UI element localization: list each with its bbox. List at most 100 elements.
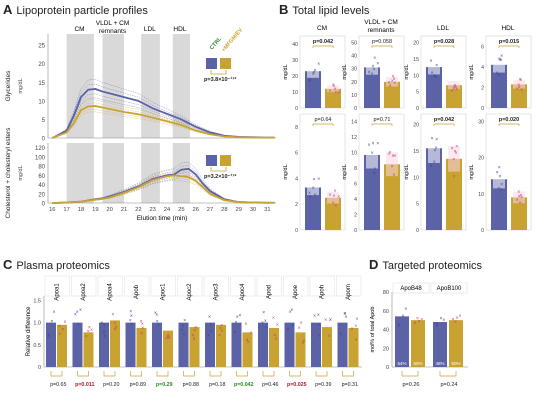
- data-point: ×: [312, 72, 315, 78]
- b-y-tick: 30: [478, 119, 484, 125]
- b-bracket: [498, 123, 520, 126]
- b-y-tick: 4: [354, 197, 357, 203]
- c-bracket: [289, 371, 301, 377]
- b-p-value: p=0.015: [499, 39, 519, 45]
- c-data-point: ×: [298, 326, 301, 332]
- data-point: ×: [500, 54, 503, 60]
- bar-top-3-1: [511, 84, 527, 108]
- b-y-tick: 2: [354, 213, 357, 219]
- c-p-value: p=0.89: [130, 382, 146, 388]
- b-p-value: p=0.020: [499, 117, 519, 123]
- b-y-tick: 0: [295, 228, 298, 234]
- x-tick-label: 24: [164, 207, 171, 213]
- data-point: ×: [453, 174, 456, 180]
- b-y-label: mg/dL: [404, 64, 410, 79]
- c-data-point: ×: [141, 321, 144, 327]
- c-p-value: p=0.39: [315, 382, 331, 388]
- data-point: ×: [373, 56, 376, 62]
- data-point: ×: [435, 137, 438, 143]
- d-bar-0-0: [395, 316, 409, 367]
- data-point: ×: [519, 193, 522, 199]
- d-data-point: ×: [397, 322, 400, 328]
- c-data-point: ×: [219, 326, 222, 332]
- bar-bottom-1-0: [364, 154, 380, 230]
- band-bottom-0: [66, 143, 94, 203]
- data-point: ×: [334, 86, 337, 92]
- data-point: ×: [519, 201, 522, 207]
- c-data-point: ×: [180, 328, 183, 334]
- p-value-top: p=3.8×10⁻¹⁷²: [204, 76, 237, 83]
- d-data-point: ×: [454, 319, 457, 325]
- d-y-tick: 0: [386, 365, 389, 371]
- b-y-tick: 5: [416, 90, 419, 96]
- region-label: remnants: [99, 28, 127, 35]
- c-data-point: ×: [141, 326, 144, 332]
- c-data-point: ×: [249, 331, 252, 337]
- b-y-tick: 40: [292, 42, 298, 48]
- region-label: LDL: [144, 26, 156, 33]
- b-y-label: mg/dL: [283, 164, 289, 179]
- c-header-box: [336, 275, 362, 297]
- b-y-tick: 0: [416, 106, 419, 112]
- bracket-top: [210, 70, 227, 75]
- b-y-tick: 8: [295, 125, 298, 131]
- c-bracket: [183, 371, 195, 377]
- c-data-point: ×: [317, 312, 320, 318]
- c-data-point: ×: [343, 311, 346, 317]
- c-data-point: ×: [130, 322, 133, 328]
- error-band-bottom-3-1: [513, 191, 525, 204]
- c-bar-6-0: [205, 322, 215, 367]
- c-data-point: ×: [328, 334, 331, 340]
- c-data-point: ×: [262, 310, 265, 316]
- b-bracket: [371, 123, 393, 126]
- data-point: ×: [312, 186, 315, 192]
- c-data-point: ×: [300, 321, 303, 327]
- b-y-tick: 20: [413, 123, 419, 129]
- data-point: ×: [435, 63, 438, 69]
- b-p-value: p=0.64: [315, 117, 332, 123]
- y-axis-label-top: Glycerides: [5, 70, 12, 101]
- replicate-line-top-0-3: [52, 78, 275, 139]
- d-data-point: ×: [401, 313, 404, 319]
- b-y-tick: 30: [292, 58, 298, 64]
- c-bar-8-0: [258, 322, 268, 367]
- c-bracket: [77, 371, 89, 377]
- data-point: ×: [497, 72, 500, 78]
- c-p-value: p=0.18: [209, 382, 225, 388]
- b-y-label: mg/dL: [342, 164, 348, 179]
- c-data-point: ×: [193, 328, 196, 334]
- y-unit-bottom: mg/dL: [18, 165, 24, 180]
- b-y-tick: 6: [354, 182, 357, 188]
- d-p-value: p=0.24: [441, 382, 458, 388]
- data-point: ×: [309, 194, 312, 200]
- c-p-value: p=0.29: [156, 382, 173, 388]
- b-y-tick: 2: [481, 85, 484, 91]
- b-category-label: HDL: [501, 25, 514, 32]
- b-y-tick: 40: [351, 54, 357, 60]
- d-data-point: ×: [404, 307, 407, 313]
- error-band-bottom-0-0: [307, 179, 319, 196]
- data-point: ×: [337, 90, 340, 96]
- x-axis-label: Elution time (min): [137, 215, 188, 222]
- d-bracket: [439, 371, 457, 377]
- c-data-point: ×: [207, 333, 210, 339]
- data-point: ×: [455, 144, 458, 150]
- bar-bottom-3-0: [491, 179, 507, 230]
- b-y-tick: 10: [478, 192, 484, 198]
- c-bar-1-0: [72, 322, 83, 367]
- b-category-label: remnants: [367, 27, 395, 34]
- d-y-tick: 40: [383, 328, 389, 334]
- b-y-tick: 10: [413, 175, 419, 181]
- c-header-box: [203, 275, 229, 297]
- legend-swatch-ctrl-top: [206, 58, 217, 69]
- c-data-point: ×: [273, 333, 276, 339]
- c-data-point: ×: [114, 327, 117, 333]
- c-bar-4-1: [163, 330, 173, 367]
- x-tick-label: 28: [221, 207, 227, 213]
- data-point: ×: [517, 189, 520, 195]
- data-point: ×: [392, 74, 395, 80]
- c-data-point: ×: [182, 332, 185, 338]
- c-bar-6-1: [216, 324, 226, 367]
- y-tick-label-bottom: 60: [38, 174, 45, 180]
- data-point: ×: [455, 87, 458, 93]
